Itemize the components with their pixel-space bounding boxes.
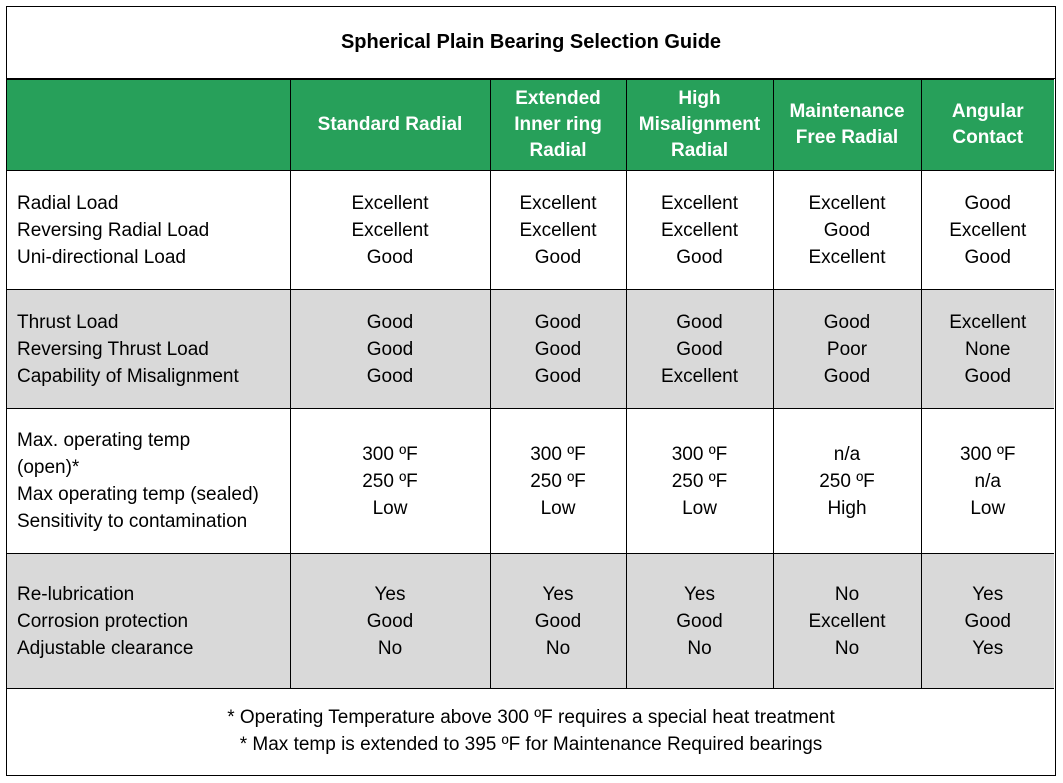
row-labels: Max. operating temp (open)* Max operatin… (7, 408, 291, 554)
selection-table: Standard Radial Extended Inner ring Radi… (7, 79, 1054, 689)
cell-extended-inner-ring: Good Good Good (489, 289, 627, 409)
cell-high-misalignment: 300 ºF 250 ºF Low (625, 408, 774, 554)
cell-high-misalignment: Excellent Excellent Good (625, 170, 774, 290)
cell-angular-contact: Good Excellent Good (920, 170, 1054, 290)
header-corner (7, 79, 291, 171)
cell-extended-inner-ring: Excellent Excellent Good (489, 170, 627, 290)
header-high-misalignment-radial: High Misalignment Radial (625, 79, 774, 171)
table-row-temperature: Max. operating temp (open)* Max operatin… (7, 408, 1054, 554)
header-maintenance-free-radial: Maintenance Free Radial (772, 79, 922, 171)
header-extended-inner-ring-radial: Extended Inner ring Radial (489, 79, 627, 171)
cell-standard-radial: Good Good Good (289, 289, 491, 409)
header-row: Standard Radial Extended Inner ring Radi… (7, 79, 1054, 171)
cell-standard-radial: Yes Good No (289, 553, 491, 689)
cell-extended-inner-ring: 300 ºF 250 ºF Low (489, 408, 627, 554)
cell-maintenance-free: Good Poor Good (772, 289, 922, 409)
cell-angular-contact: Yes Good Yes (920, 553, 1054, 689)
cell-high-misalignment: Yes Good No (625, 553, 774, 689)
footnote-max-temp: * Max temp is extended to 395 ºF for Mai… (239, 734, 823, 755)
footnotes: * Operating Temperature above 300 ºF req… (7, 704, 1055, 758)
cell-angular-contact: Excellent None Good (920, 289, 1054, 409)
cell-extended-inner-ring: Yes Good No (489, 553, 627, 689)
table-row-radial-loads: Radial Load Reversing Radial Load Uni-di… (7, 170, 1054, 290)
row-labels: Re-lubrication Corrosion protection Adju… (7, 553, 291, 689)
cell-angular-contact: 300 ºF n/a Low (920, 408, 1054, 554)
table-row-maintenance: Re-lubrication Corrosion protection Adju… (7, 553, 1054, 689)
row-labels: Thrust Load Reversing Thrust Load Capabi… (7, 289, 291, 409)
page-title: Spherical Plain Bearing Selection Guide (7, 7, 1055, 79)
cell-standard-radial: Excellent Excellent Good (289, 170, 491, 290)
footnote-heat-treatment: * Operating Temperature above 300 ºF req… (227, 707, 835, 728)
cell-standard-radial: 300 ºF 250 ºF Low (289, 408, 491, 554)
cell-maintenance-free: Excellent Good Excellent (772, 170, 922, 290)
table-row-thrust: Thrust Load Reversing Thrust Load Capabi… (7, 289, 1054, 409)
selection-guide-frame: Spherical Plain Bearing Selection Guide … (6, 6, 1056, 776)
cell-high-misalignment: Good Good Excellent (625, 289, 774, 409)
cell-maintenance-free: No Excellent No (772, 553, 922, 689)
row-labels: Radial Load Reversing Radial Load Uni-di… (7, 170, 291, 290)
header-angular-contact: Angular Contact (920, 79, 1054, 171)
cell-maintenance-free: n/a 250 ºF High (772, 408, 922, 554)
header-standard-radial: Standard Radial (289, 79, 491, 171)
